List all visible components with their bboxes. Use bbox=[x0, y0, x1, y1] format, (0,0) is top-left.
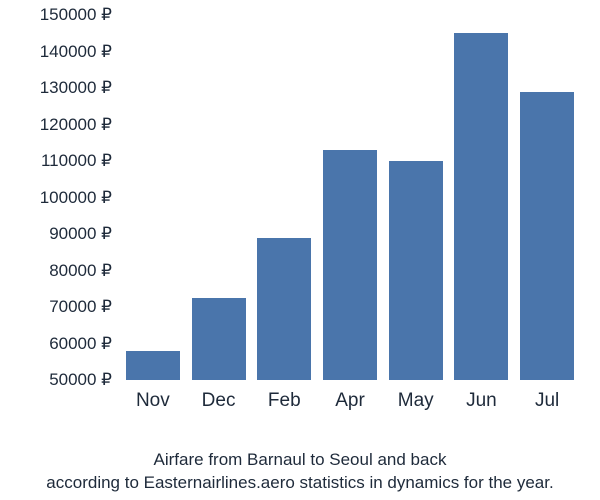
y-tick-label: 120000 ₽ bbox=[40, 115, 112, 135]
y-tick-label: 100000 ₽ bbox=[40, 188, 112, 208]
y-tick-label: 130000 ₽ bbox=[40, 78, 112, 98]
x-tick-label: Apr bbox=[335, 390, 365, 412]
bar bbox=[323, 150, 377, 380]
x-tick-label: Jul bbox=[535, 390, 559, 412]
y-tick-label: 150000 ₽ bbox=[40, 5, 112, 25]
y-tick-label: 60000 ₽ bbox=[49, 334, 112, 354]
y-tick-label: 80000 ₽ bbox=[49, 261, 112, 281]
chart-caption: Airfare from Barnaul to Seoul and back a… bbox=[0, 449, 600, 495]
x-tick-label: Nov bbox=[136, 390, 170, 412]
bar bbox=[192, 298, 246, 380]
y-tick-label: 140000 ₽ bbox=[40, 42, 112, 62]
bar bbox=[520, 92, 574, 380]
y-tick-label: 90000 ₽ bbox=[49, 224, 112, 244]
bar bbox=[454, 33, 508, 380]
bar bbox=[126, 351, 180, 380]
x-tick-label: Dec bbox=[202, 390, 236, 412]
bar bbox=[389, 161, 443, 380]
y-tick-label: 50000 ₽ bbox=[49, 370, 112, 390]
bar bbox=[257, 238, 311, 380]
y-tick-label: 110000 ₽ bbox=[41, 151, 112, 171]
y-tick-label: 70000 ₽ bbox=[49, 297, 112, 317]
caption-line-1: Airfare from Barnaul to Seoul and back bbox=[154, 450, 447, 469]
airfare-bar-chart: 50000 ₽ 60000 ₽ 70000 ₽ 80000 ₽ 90000 ₽ 10000… bbox=[0, 0, 600, 500]
x-tick-label: Jun bbox=[466, 390, 497, 412]
caption-line-2: according to Easternairlines.aero statis… bbox=[46, 473, 553, 492]
x-tick-label: May bbox=[398, 390, 434, 412]
x-tick-label: Feb bbox=[268, 390, 301, 412]
plot-area: 50000 ₽60000 ₽70000 ₽80000 ₽90000 ₽10000… bbox=[120, 15, 580, 380]
